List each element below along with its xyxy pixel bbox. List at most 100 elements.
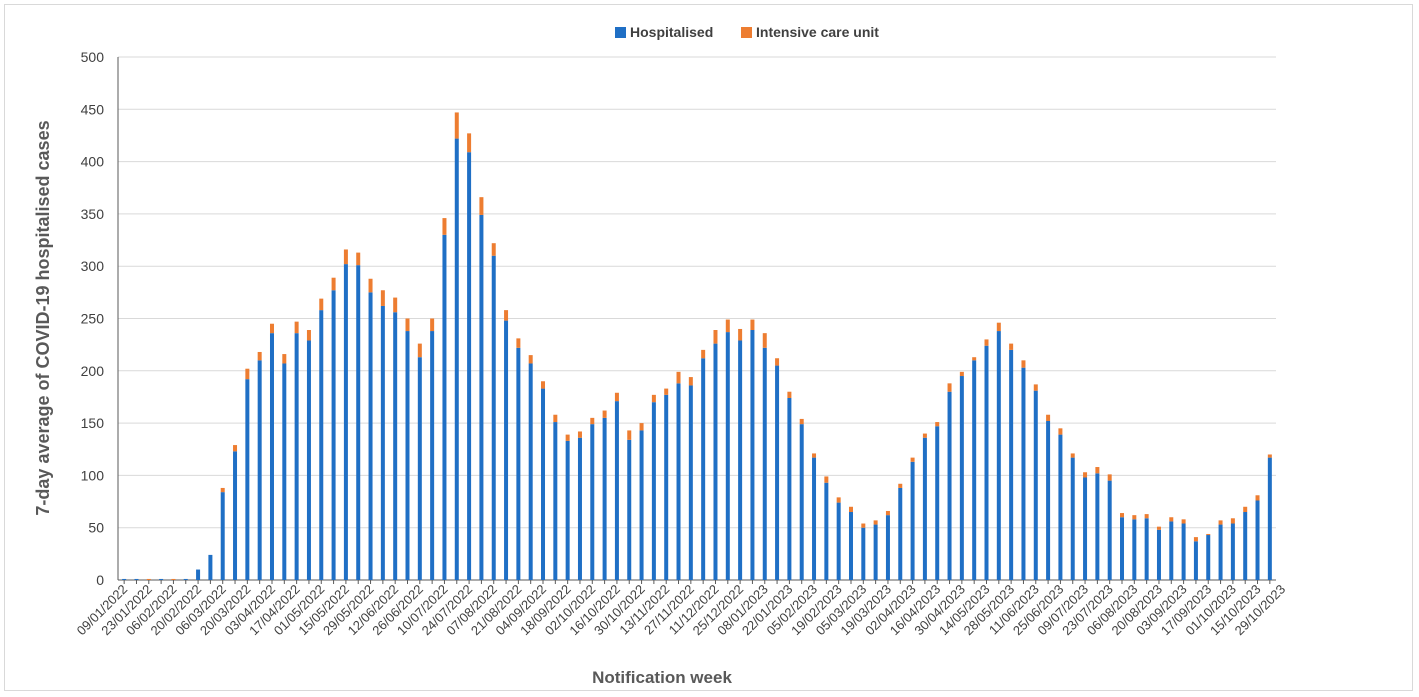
bar-hospitalised [1144,518,1149,580]
y-tick-label: 450 [81,101,105,117]
bar-hospitalised [701,358,706,580]
bar-hospitalised [922,437,927,580]
bar-hospitalised [134,578,139,580]
bar-icu [996,322,1001,332]
bar-hospitalised [1095,473,1100,580]
bar-icu [405,318,410,332]
bar-icu [725,319,730,333]
bar-hospitalised [122,578,127,580]
bar-icu [885,510,890,516]
bar-icu [233,445,238,452]
bar-hospitalised [1046,421,1051,580]
bar-icu [812,453,817,458]
bar-icu [775,358,780,366]
bar-hospitalised [972,360,977,580]
bar-hospitalised [294,333,299,580]
bar-hospitalised [602,417,607,580]
bar-hospitalised [676,383,681,580]
bar-icu [1181,519,1186,524]
bar-icu [861,523,866,528]
bar-hospitalised [1107,480,1112,580]
bar-hospitalised [885,515,890,580]
bar-hospitalised [614,401,619,580]
bar-icu [1120,513,1125,518]
y-tick-label: 200 [81,363,105,379]
y-tick-label: 0 [96,572,104,588]
bar-hospitalised [257,360,262,580]
bar-icu [553,414,558,423]
bar-icu [393,297,398,313]
bar-icu [1144,514,1149,519]
bar-icu [356,252,361,266]
bar-icu [245,368,250,380]
bar-icu [602,410,607,418]
bar-icu [442,218,447,235]
bar-icu [331,277,336,291]
bar-icu [577,431,582,438]
bar-icu [701,349,706,359]
bar-hospitalised [812,457,817,580]
bar-icu [565,434,570,441]
bar-icu [1095,467,1100,474]
bar-icu [664,388,669,395]
bar-hospitalised [738,340,743,580]
bar-icu [1070,453,1075,458]
y-tick-label: 400 [81,154,105,170]
bar-icu [824,476,829,483]
bar-icu [639,423,644,431]
bar-icu [1046,414,1051,422]
bar-hospitalised [984,345,989,580]
bar-hospitalised [565,440,570,580]
bar-hospitalised [750,330,755,580]
bar-hospitalised [343,264,348,580]
bar-icu [836,497,841,503]
bar-icu [257,351,262,361]
bar-hospitalised [910,461,915,580]
bar-hospitalised [775,365,780,580]
bar-hospitalised [393,312,398,580]
bar-hospitalised [627,439,632,580]
bar-icu [1267,454,1272,458]
bar-icu [713,330,718,344]
bar-hospitalised [1255,500,1260,580]
bar-hospitalised [306,340,311,580]
bar-icu [614,392,619,402]
bar-icu [1156,526,1161,530]
bar-icu [873,520,878,525]
bar-hospitalised [417,357,422,580]
y-tick-label: 350 [81,206,105,222]
bar-icu [541,381,546,389]
bar-icu [504,310,509,321]
bar-icu [1206,533,1211,536]
legend-swatch-hospitalised [615,27,626,38]
bar-hospitalised [1033,390,1038,580]
bar-hospitalised [1218,524,1223,580]
bar-icu [528,355,533,364]
bar-hospitalised [245,379,250,580]
bar-icu [1009,343,1014,350]
bar-icu [146,578,151,580]
bar-hospitalised [405,331,410,580]
bar-hospitalised [220,492,225,580]
bar-icu [220,487,225,493]
bar-icu [1218,520,1223,525]
bar-icu [1132,515,1137,520]
bar-icu [910,457,915,462]
bar-icu [171,578,176,580]
bar-hospitalised [725,332,730,580]
bar-hospitalised [442,234,447,580]
bar-icu [368,278,373,293]
bar-hospitalised [504,320,509,580]
bar-hospitalised [861,527,866,580]
bar-icu [627,430,632,440]
y-tick-label: 500 [81,49,105,65]
bar-hospitalised [1021,367,1026,580]
bar-icu [380,290,385,306]
bar-hospitalised [1193,541,1198,580]
bar-hospitalised [1267,457,1272,580]
bar-icu [762,333,767,348]
bar-hospitalised [541,388,546,580]
bar-hospitalised [380,305,385,580]
bar-hospitalised [368,292,373,580]
